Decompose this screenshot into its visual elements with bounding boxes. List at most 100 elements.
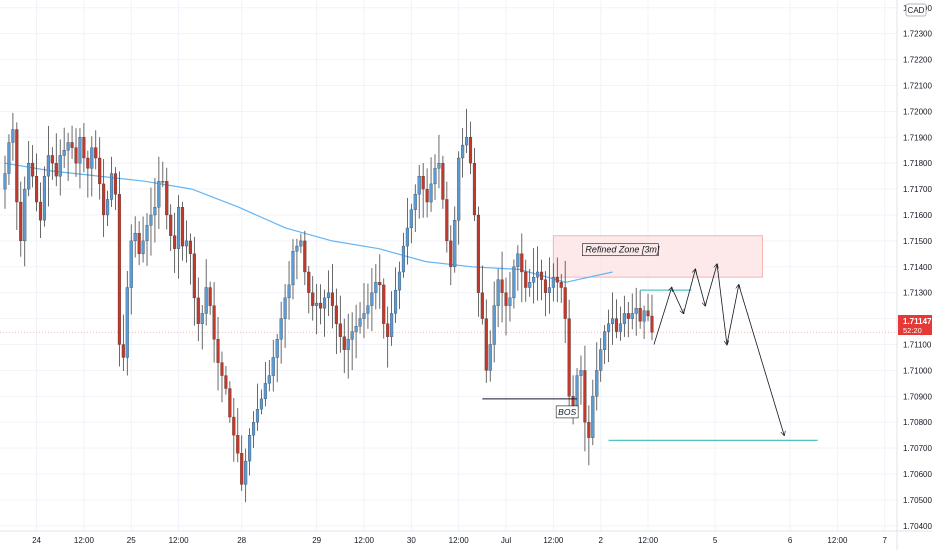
candle-up: [488, 344, 492, 371]
candle-up: [461, 144, 465, 159]
candle-up: [153, 207, 157, 216]
time-axis[interactable]: 24 12:00 25 12:00 28 29 12:00 30 12:00 Jul 12:00 2 1…: [32, 536, 887, 545]
x-tick-label: 12:00: [543, 536, 564, 545]
projection-segment: [694, 269, 705, 305]
projection-segment: [704, 264, 717, 306]
candle-down: [338, 323, 342, 337]
candle-down: [449, 240, 453, 267]
candle-up: [547, 287, 551, 293]
candle-down: [212, 305, 216, 340]
candle-down: [192, 253, 196, 299]
price-axis[interactable]: 1.70400 1.70500 1.70600 1.70700 1.70800 1.709…: [903, 4, 932, 531]
projection-segment: [726, 285, 739, 345]
candle-up: [397, 271, 402, 291]
candle-down: [334, 305, 338, 324]
candle-up: [287, 284, 291, 299]
x-tick-label: 12:00: [354, 536, 375, 545]
candle-down: [524, 271, 528, 288]
y-tick-label: 1.71800: [903, 159, 932, 168]
candle-down: [236, 435, 240, 454]
candle-down: [121, 344, 125, 358]
x-tick-label: 24: [32, 536, 41, 545]
candle-down: [311, 292, 315, 306]
candle-up: [453, 220, 457, 267]
y-tick-label: 1.71600: [903, 211, 932, 220]
y-tick-label: 1.72000: [903, 107, 932, 116]
candle-up: [591, 396, 595, 438]
candle-up: [78, 137, 82, 164]
candle-down: [330, 292, 334, 306]
candle-up: [27, 163, 31, 190]
candles: [3, 108, 654, 503]
candle-up: [429, 183, 433, 203]
candle-up: [350, 331, 354, 340]
candle-down: [441, 163, 445, 200]
candle-up: [346, 339, 350, 350]
candle-up: [603, 331, 607, 350]
candle-up: [496, 279, 500, 306]
candle-up: [248, 435, 252, 462]
candle-up: [46, 155, 50, 177]
candle-up: [326, 292, 331, 299]
candle-down: [319, 302, 323, 309]
candle-down: [567, 318, 571, 397]
projection-segment: [671, 287, 684, 314]
x-tick-label: 12:00: [638, 536, 659, 545]
y-tick-label: 1.71000: [903, 366, 932, 375]
x-tick-label: 12:00: [74, 536, 95, 545]
candle-down: [74, 147, 78, 164]
candle-down: [196, 297, 200, 324]
countdown-label: 52:20: [903, 326, 922, 335]
candle-up: [295, 245, 299, 252]
x-tick-label: 5: [713, 536, 718, 545]
candle-up: [532, 277, 536, 283]
candle-down: [583, 370, 587, 423]
candle-down: [445, 199, 449, 242]
candle-up: [149, 214, 153, 226]
x-tick-label: 12:00: [169, 536, 190, 545]
candle-up: [90, 147, 94, 169]
x-tick-label: 12:00: [449, 536, 470, 545]
candle-up: [417, 175, 421, 195]
candle-down: [559, 282, 563, 288]
candle-down: [102, 183, 106, 216]
candle-up: [599, 349, 603, 371]
candle-up: [204, 287, 208, 314]
candle-up: [354, 326, 358, 332]
candle-down: [240, 453, 244, 485]
candle-down: [476, 214, 480, 293]
candle-down: [35, 175, 39, 203]
y-tick-label: 1.71300: [903, 289, 932, 298]
candle-down: [307, 271, 311, 293]
bos-label: BOS: [558, 407, 576, 417]
candle-up: [630, 313, 634, 319]
x-tick-label: 28: [237, 536, 246, 545]
current-price-label: 1.71147: [903, 317, 932, 326]
candle-up: [642, 310, 646, 322]
y-tick-label: 1.71500: [903, 237, 932, 246]
candle-up: [413, 194, 417, 210]
candle-down: [638, 308, 642, 322]
candle-down: [169, 214, 173, 236]
candle-down: [173, 235, 177, 249]
x-tick-label: 30: [407, 536, 416, 545]
y-tick-label: 1.70700: [903, 444, 932, 453]
candle-down: [165, 181, 169, 216]
candle-down: [54, 163, 58, 177]
candle-up: [370, 292, 374, 306]
candle-down: [228, 388, 232, 418]
candle-down: [472, 163, 477, 216]
y-tick-label: 1.72100: [903, 81, 932, 90]
candle-down: [468, 137, 473, 164]
candle-up: [409, 209, 413, 229]
candle-up: [7, 142, 11, 174]
x-tick-label: 29: [312, 536, 321, 545]
candle-up: [58, 155, 62, 177]
candle-up: [133, 232, 137, 242]
candle-down: [137, 232, 141, 254]
candle-down: [555, 277, 559, 283]
candle-down: [543, 279, 548, 293]
